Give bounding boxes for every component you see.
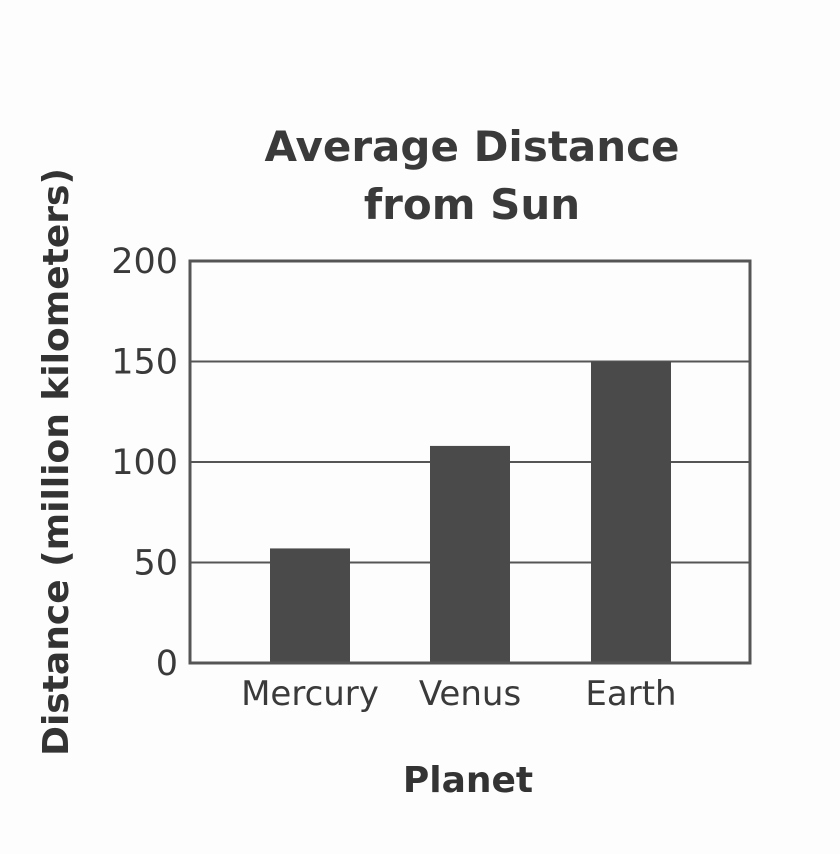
y-axis-label: Distance (million kilometers) bbox=[36, 168, 77, 756]
x-axis-label: Planet bbox=[403, 760, 533, 801]
bar-mercury bbox=[270, 548, 350, 663]
x-category-label-earth: Earth bbox=[585, 674, 676, 714]
y-tick-label-50: 50 bbox=[133, 544, 178, 584]
y-tick-label-150: 150 bbox=[111, 343, 178, 383]
bar-venus bbox=[430, 445, 510, 663]
y-axis-ticks: 0 50 100 150 200 bbox=[111, 242, 178, 684]
y-tick-label-0: 0 bbox=[156, 644, 178, 684]
x-category-label-venus: Venus bbox=[419, 674, 521, 714]
bar-earth bbox=[591, 361, 671, 663]
chart-title-line-1: Average Distance bbox=[264, 122, 679, 171]
x-axis-categories: Mercury Venus Earth bbox=[241, 674, 677, 714]
bars bbox=[270, 361, 671, 663]
plot-frame bbox=[188, 259, 752, 665]
x-category-label-mercury: Mercury bbox=[241, 674, 379, 714]
chart-title-line-2: from Sun bbox=[364, 180, 580, 229]
y-tick-label-100: 100 bbox=[111, 443, 178, 483]
y-tick-label-200: 200 bbox=[111, 242, 178, 282]
chart-title: Average Distance from Sun bbox=[264, 122, 679, 229]
